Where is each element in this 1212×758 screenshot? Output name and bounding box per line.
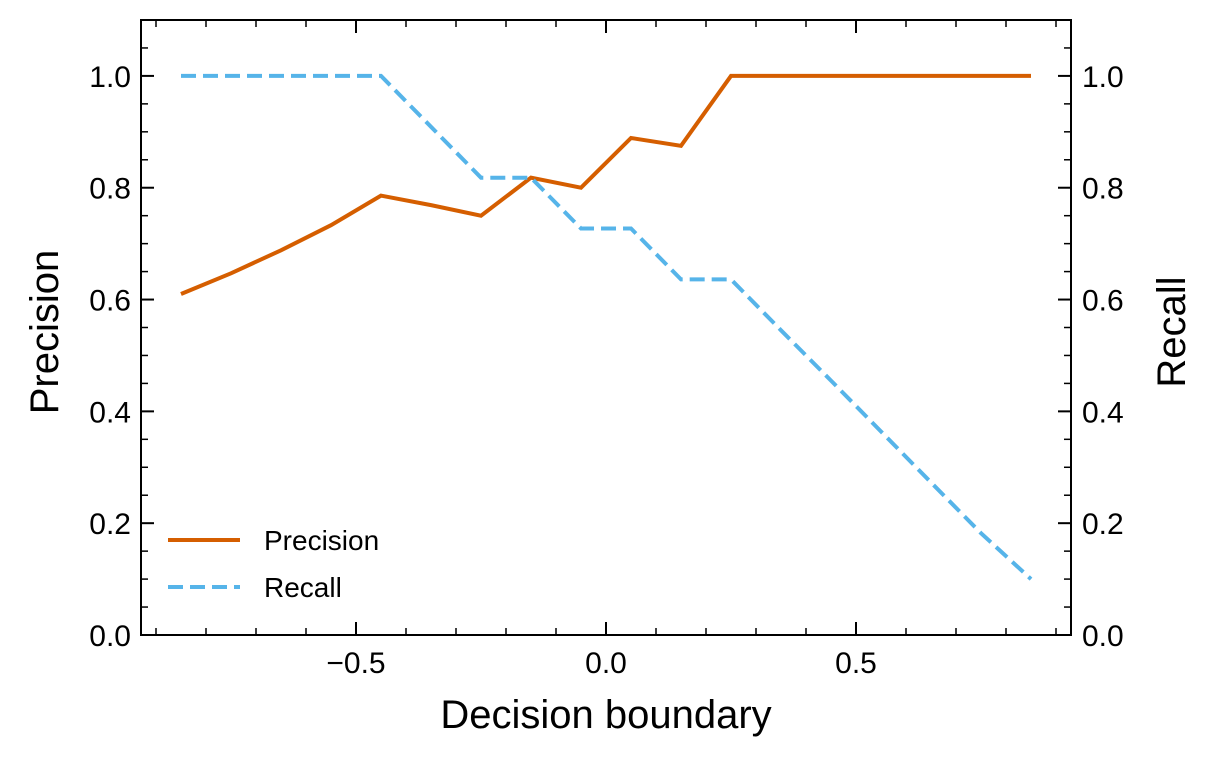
series-line-precision xyxy=(180,73,1031,296)
plot-frame xyxy=(140,19,1072,636)
y-tick-label: 0.8 xyxy=(89,173,131,206)
minor-ticks xyxy=(141,20,1071,635)
y2-tick-label: 0.8 xyxy=(1082,173,1124,206)
y2-tick-label: 0.2 xyxy=(1082,508,1124,541)
tick-labels: −0.5 0.0 0.5 0.0 0.0 0.2 0.2 0.4 0.4 0.6 0.6 0.8 0.8… xyxy=(89,61,1123,680)
y2-tick-label: 1.0 xyxy=(1082,61,1124,94)
y2-tick-label: 0.4 xyxy=(1082,396,1124,429)
y-tick-label: 1.0 xyxy=(89,61,131,94)
series-line-recall xyxy=(181,73,1033,581)
y-axis-title: Precision xyxy=(23,250,67,415)
y-tick-label: 0.6 xyxy=(89,285,131,318)
legend-recall-label: Recall xyxy=(264,572,342,603)
y-tick-label: 0.2 xyxy=(89,508,131,541)
y-tick-label: 0.0 xyxy=(89,620,131,653)
series-layer xyxy=(180,73,1033,581)
x-tick-label: 0.0 xyxy=(585,647,627,680)
y2-tick-label: 0.0 xyxy=(1082,620,1124,653)
legend: Precision Recall xyxy=(168,525,379,603)
x-axis-title: Decision boundary xyxy=(440,693,771,737)
y2-axis-title: Recall xyxy=(1150,276,1194,387)
legend-precision-label: Precision xyxy=(264,525,379,556)
y-tick-label: 0.4 xyxy=(89,396,131,429)
x-tick-label: −0.5 xyxy=(326,647,385,680)
x-tick-label: 0.5 xyxy=(835,647,877,680)
y2-tick-label: 0.6 xyxy=(1082,285,1124,318)
